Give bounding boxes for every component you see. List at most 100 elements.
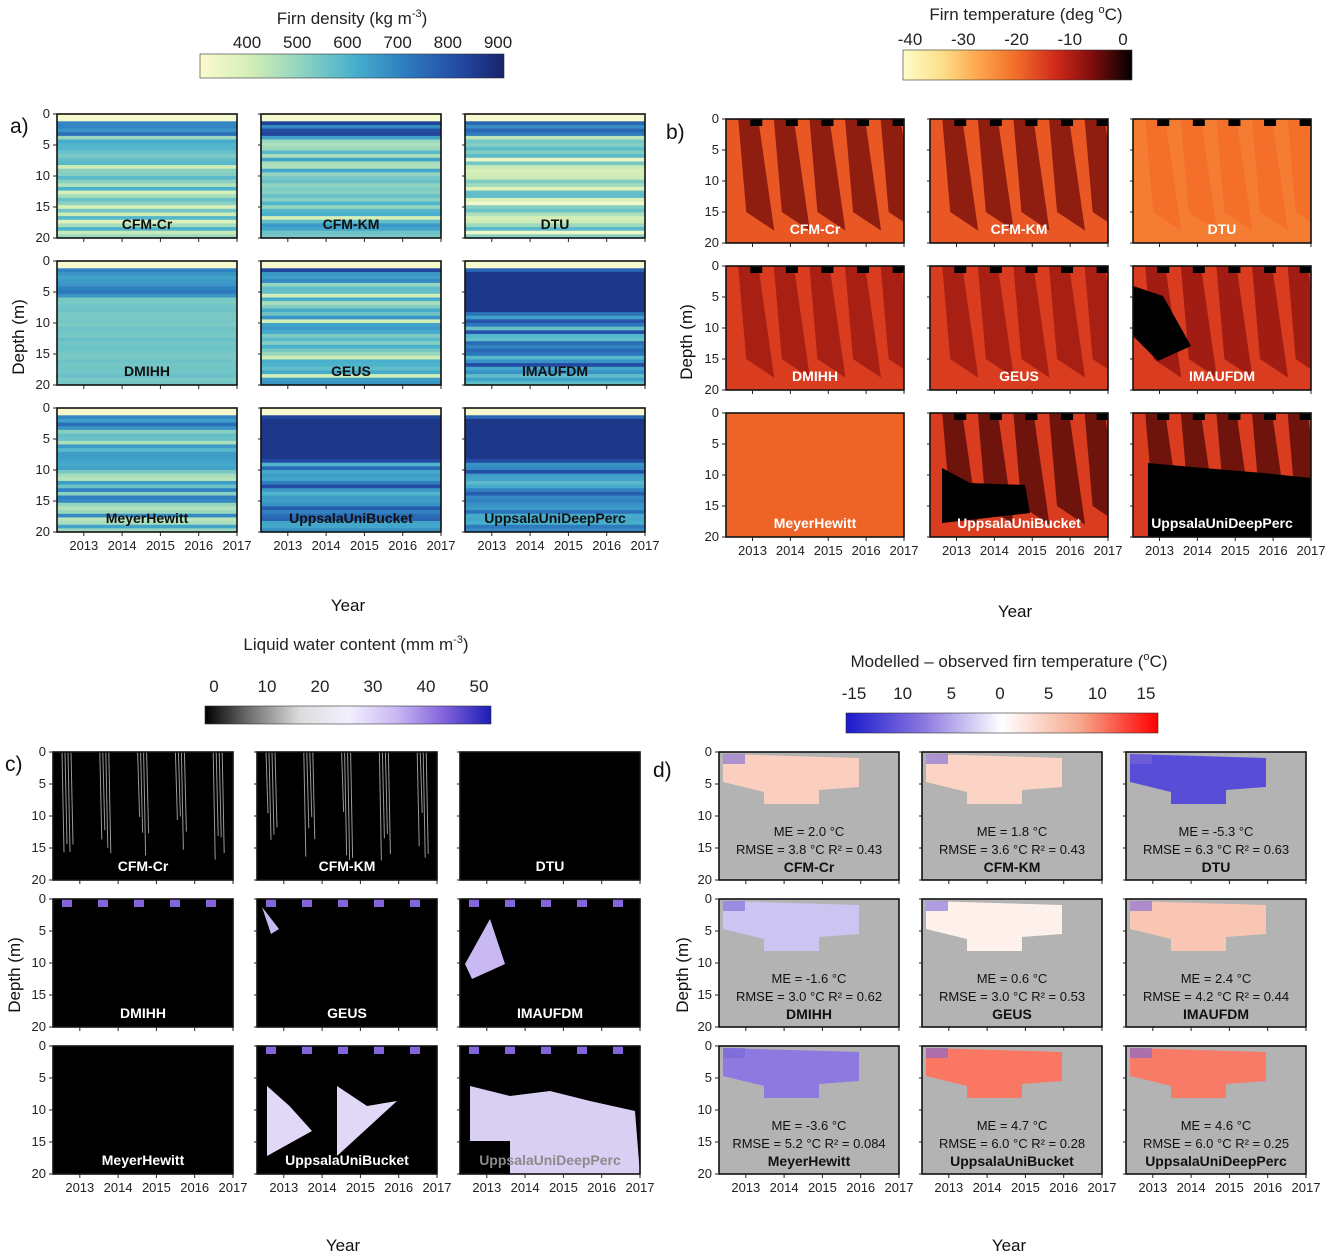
- density-band: [261, 146, 441, 152]
- heatmap-field: [726, 119, 904, 243]
- density-band: [261, 135, 441, 141]
- model-label: CFM-Cr: [118, 858, 169, 874]
- model-label: IMAUFDM: [1183, 1006, 1249, 1022]
- density-band: [261, 491, 441, 497]
- subplot-CFM-KM: CFM-KM: [927, 118, 1109, 247]
- percolation-streak: [268, 752, 272, 840]
- stat-rmse-r2: RMSE = 6.0 °C R² = 0.25: [1143, 1136, 1289, 1151]
- x-tick-label: 2016: [384, 1180, 413, 1195]
- density-band: [261, 352, 441, 357]
- surface-water: [302, 899, 312, 907]
- density-band: [57, 183, 237, 188]
- x-tick-label: 2013: [273, 538, 302, 553]
- density-band: [57, 488, 237, 493]
- x-tick-label: 2015: [549, 1180, 578, 1195]
- y-tick-label: 10: [36, 462, 50, 477]
- colorbar-gradient: [845, 712, 1159, 734]
- density-band: [465, 205, 645, 210]
- density-band: [261, 117, 441, 122]
- melt-wave: [880, 266, 904, 370]
- density-band: [57, 201, 237, 206]
- density-band: [261, 290, 441, 295]
- percolation-streak: [312, 752, 316, 840]
- surface-water: [134, 899, 144, 907]
- density-band: [57, 264, 237, 269]
- difference-field: [926, 1048, 1062, 1098]
- x-axis-title: Year: [331, 596, 366, 615]
- density-band: [57, 157, 237, 163]
- x-tick-label: 2014: [980, 543, 1009, 558]
- percolation-streak: [419, 752, 423, 813]
- density-band: [57, 495, 237, 500]
- density-band: [57, 230, 237, 235]
- density-band: [57, 194, 237, 199]
- y-tick-label: 10: [705, 467, 719, 482]
- density-band: [57, 466, 237, 471]
- density-band: [465, 359, 645, 364]
- x-tick-label: 2016: [846, 1180, 875, 1195]
- model-label: DTU: [1202, 859, 1231, 875]
- density-band: [465, 470, 645, 475]
- density-band: [261, 377, 441, 382]
- density-band: [465, 201, 645, 206]
- density-band: [465, 219, 645, 225]
- subplot-DMIHH: 0 5 10 15 20 DMIHH: [705, 258, 905, 397]
- lwc-background: [257, 899, 437, 1027]
- density-band: [57, 197, 237, 203]
- y-tick-label: 0: [39, 1038, 46, 1053]
- subplot-CFM-KM: CFM-KM: [254, 751, 438, 884]
- subplot-DMIHH: 0 5 10 15 20 DMIHH: [36, 253, 238, 392]
- density-band: [261, 451, 441, 457]
- surface-bias: [926, 1048, 948, 1058]
- y-tick-label: 0: [712, 111, 719, 126]
- model-label: DTU: [541, 216, 570, 232]
- density-band: [465, 459, 645, 464]
- percolation-streak: [99, 752, 103, 840]
- density-band: [465, 143, 645, 148]
- density-band: [465, 448, 645, 453]
- density-band: [261, 355, 441, 361]
- melt-wave: [773, 119, 810, 231]
- y-axis-title: Depth (m): [677, 304, 696, 380]
- density-band: [57, 366, 237, 372]
- density-band: [57, 143, 237, 148]
- density-band: [465, 117, 645, 122]
- x-tick-label: 2014: [770, 1180, 799, 1195]
- density-band: [261, 264, 441, 269]
- heatmap-field: [257, 752, 437, 880]
- model-label: DMIHH: [792, 368, 838, 384]
- percolation-streak: [344, 752, 348, 856]
- model-label: DMIHH: [786, 1006, 832, 1022]
- model-label: CFM-Cr: [790, 221, 841, 237]
- model-label: CFM-KM: [984, 859, 1041, 875]
- density-band: [465, 462, 645, 467]
- heatmap-field: [1133, 413, 1311, 537]
- density-band: [465, 455, 645, 460]
- subplot-UppsalaUniDeepPerc: 2013 2014 2015 2016 2017 UppsalaUniDeepPerc: [462, 407, 659, 553]
- density-band: [465, 495, 645, 500]
- x-tick-label: 2014: [104, 1180, 133, 1195]
- y-tick-label: 5: [39, 776, 46, 791]
- percolation-streak: [108, 752, 112, 854]
- density-band: [465, 374, 645, 379]
- density-band: [57, 348, 237, 353]
- percolation-streak: [67, 752, 71, 853]
- density-band: [465, 172, 645, 177]
- density-band: [261, 448, 441, 453]
- x-axis-title: Year: [998, 602, 1033, 621]
- x-tick-label: 2017: [1094, 543, 1123, 558]
- colorbar-tick-label: 400: [233, 33, 261, 52]
- density-band: [465, 268, 645, 273]
- density-band: [261, 186, 441, 192]
- x-tick-label: 2015: [146, 538, 175, 553]
- density-band: [57, 150, 237, 155]
- surface-water: [62, 899, 72, 907]
- density-band: [465, 135, 645, 141]
- density-band: [57, 190, 237, 195]
- subplot-CFM-Cr: 0 5 10 15 20 CFM-Cr: [705, 111, 905, 250]
- percolation-streak: [64, 752, 68, 845]
- density-band: [57, 186, 237, 192]
- density-band: [261, 205, 441, 210]
- x-tick-label: 2013: [942, 543, 971, 558]
- x-tick-label: 2017: [423, 1180, 452, 1195]
